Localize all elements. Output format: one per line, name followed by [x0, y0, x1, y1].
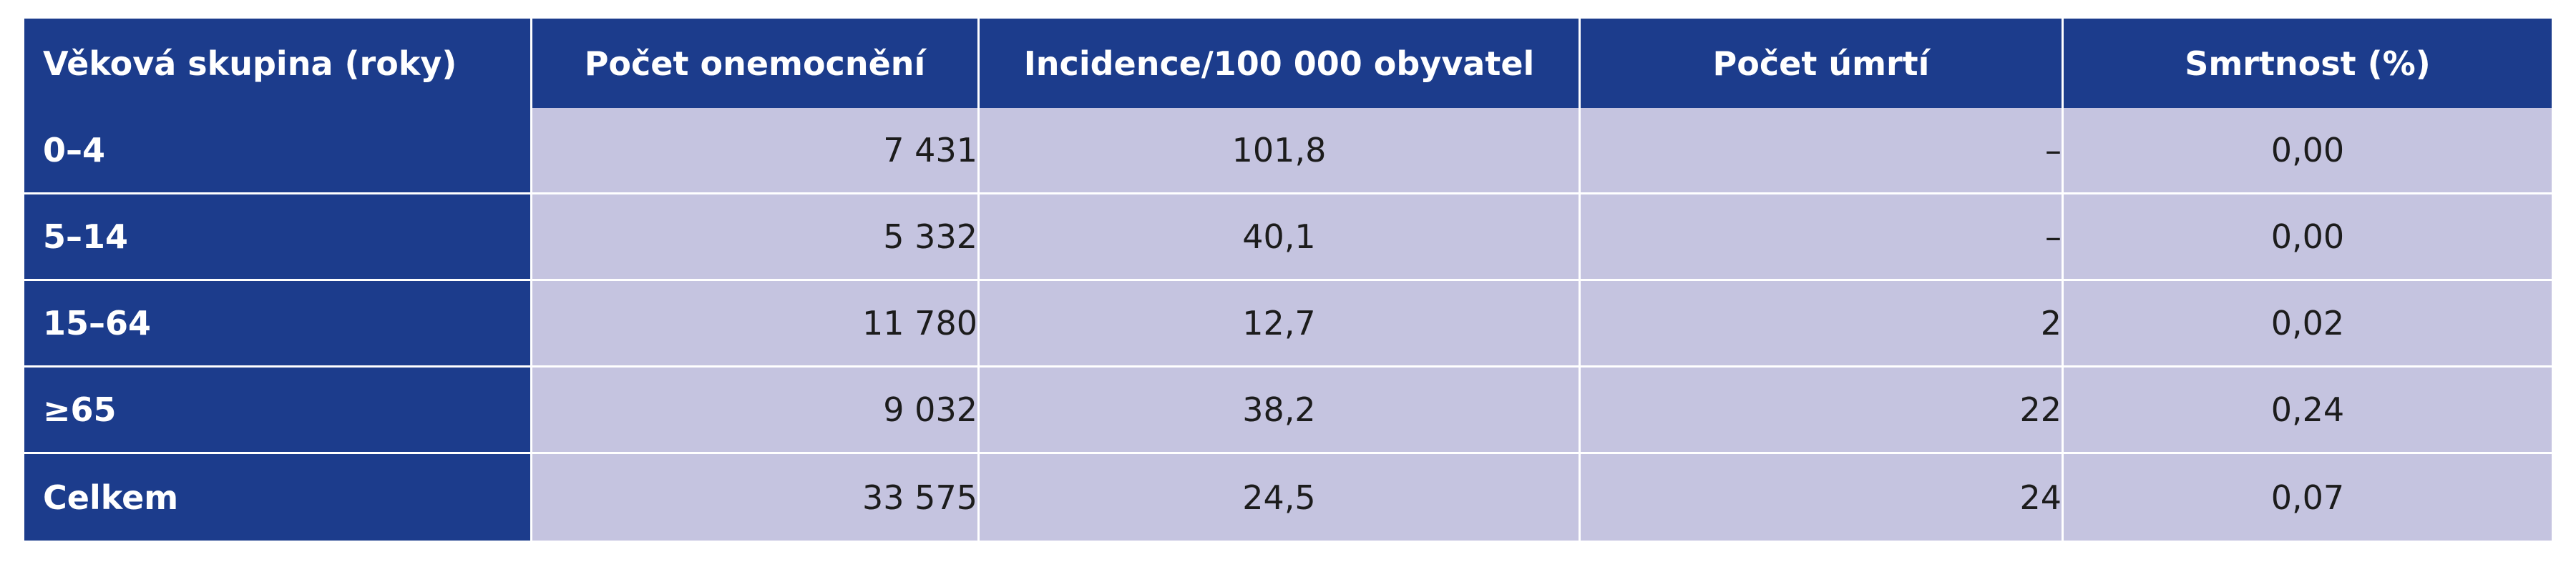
- cell-cases: 11 780: [532, 281, 980, 368]
- header-row: Věková skupina (roky) Počet onemocnění I…: [24, 19, 2552, 108]
- table-row: Celkem 33 575 24,5 24 0,07: [24, 454, 2552, 541]
- cell-deaths: 24: [1581, 454, 2064, 541]
- header-cases: Počet onemocnění: [532, 19, 980, 108]
- cell-deaths: –: [1581, 108, 2064, 194]
- table-row: ≥65 9 032 38,2 22 0,24: [24, 368, 2552, 454]
- cell-incidence: 101,8: [980, 108, 1581, 194]
- table-container: Věková skupina (roky) Počet onemocnění I…: [24, 19, 2552, 541]
- header-incidence: Incidence/100 000 obyvatel: [980, 19, 1581, 108]
- row-label-age-group: ≥65: [24, 368, 532, 454]
- incidence-table: Věková skupina (roky) Počet onemocnění I…: [24, 19, 2552, 541]
- cell-cases: 9 032: [532, 368, 980, 454]
- cell-incidence: 38,2: [980, 368, 1581, 454]
- table-row: 5–14 5 332 40,1 – 0,00: [24, 194, 2552, 281]
- row-label-age-group: Celkem: [24, 454, 532, 541]
- cell-cases: 7 431: [532, 108, 980, 194]
- table-row: 0–4 7 431 101,8 – 0,00: [24, 108, 2552, 194]
- cell-cases: 5 332: [532, 194, 980, 281]
- cell-incidence: 40,1: [980, 194, 1581, 281]
- cell-deaths: –: [1581, 194, 2064, 281]
- cell-fatality: 0,24: [2064, 368, 2552, 454]
- cell-cases: 33 575: [532, 454, 980, 541]
- cell-incidence: 12,7: [980, 281, 1581, 368]
- cell-fatality: 0,02: [2064, 281, 2552, 368]
- cell-deaths: 2: [1581, 281, 2064, 368]
- row-label-age-group: 5–14: [24, 194, 532, 281]
- cell-fatality: 0,00: [2064, 108, 2552, 194]
- row-label-age-group: 0–4: [24, 108, 532, 194]
- header-deaths: Počet úmrtí: [1581, 19, 2064, 108]
- table-row: 15–64 11 780 12,7 2 0,02: [24, 281, 2552, 368]
- cell-incidence: 24,5: [980, 454, 1581, 541]
- cell-fatality: 0,07: [2064, 454, 2552, 541]
- cell-deaths: 22: [1581, 368, 2064, 454]
- header-fatality: Smrtnost (%): [2064, 19, 2552, 108]
- row-label-age-group: 15–64: [24, 281, 532, 368]
- header-age-group: Věková skupina (roky): [24, 19, 532, 108]
- cell-fatality: 0,00: [2064, 194, 2552, 281]
